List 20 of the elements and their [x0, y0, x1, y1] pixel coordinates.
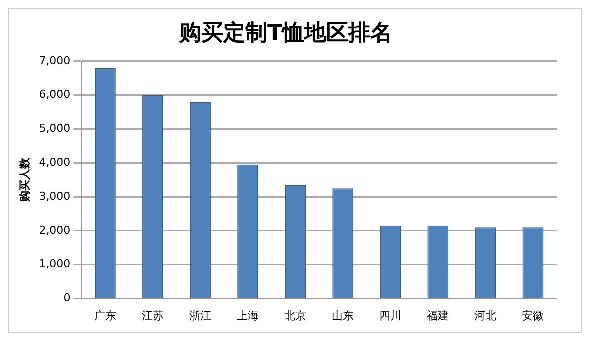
chart-title: 购买定制T恤地区排名 [178, 20, 393, 46]
x-tick-label: 上海 [237, 309, 260, 322]
y-tick-label: 5,000 [39, 122, 71, 136]
y-tick-label: 0 [64, 292, 71, 305]
x-tick-label: 江苏 [142, 309, 164, 322]
y-tick-label: 4,000 [39, 156, 71, 169]
x-tick-label: 河北 [474, 309, 497, 322]
x-tick-label: 北京 [284, 309, 307, 322]
x-tick-label: 浙江 [190, 309, 212, 322]
y-tick-label: 1,000 [39, 258, 71, 271]
y-tick-label: 2,000 [39, 224, 71, 237]
y-tick-label: 7,000 [39, 54, 71, 68]
x-tick-label: 四川 [380, 309, 402, 322]
y-axis-title: 购买人数 [18, 157, 32, 204]
y-tick-label: 3,000 [39, 190, 71, 203]
x-tick-label: 福建 [427, 309, 450, 322]
x-tick-label: 广东 [94, 309, 116, 322]
x-tick-label: 安徽 [522, 309, 544, 322]
y-tick-label: 6,000 [39, 88, 71, 102]
x-tick-label: 山东 [332, 309, 354, 322]
